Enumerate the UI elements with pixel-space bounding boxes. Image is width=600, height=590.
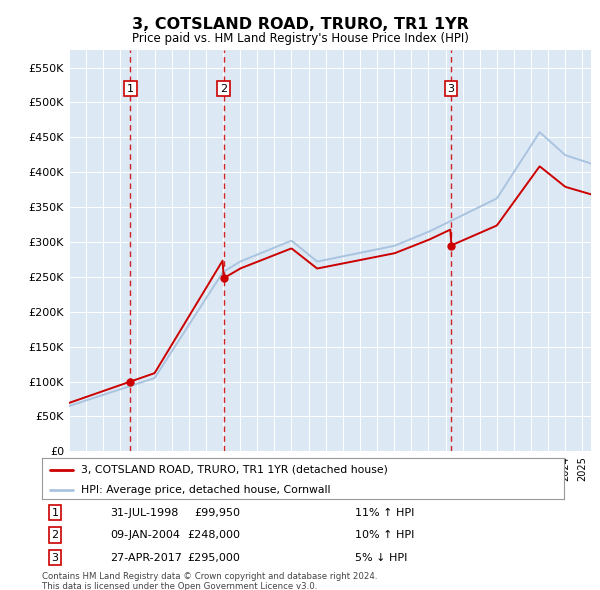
Text: £99,950: £99,950 [194,508,241,517]
Text: HPI: Average price, detached house, Cornwall: HPI: Average price, detached house, Corn… [81,485,331,495]
Text: Price paid vs. HM Land Registry's House Price Index (HPI): Price paid vs. HM Land Registry's House … [131,32,469,45]
Text: 27-APR-2017: 27-APR-2017 [110,553,182,562]
Text: 11% ↑ HPI: 11% ↑ HPI [355,508,415,517]
Text: 3: 3 [448,84,455,94]
Text: 3, COTSLAND ROAD, TRURO, TR1 1YR: 3, COTSLAND ROAD, TRURO, TR1 1YR [131,17,469,31]
Text: 1: 1 [52,508,59,517]
Text: 09-JAN-2004: 09-JAN-2004 [110,530,180,540]
Text: 2: 2 [52,530,59,540]
Text: 31-JUL-1998: 31-JUL-1998 [110,508,178,517]
Text: 10% ↑ HPI: 10% ↑ HPI [355,530,415,540]
Text: 1: 1 [127,84,134,94]
Text: £248,000: £248,000 [187,530,241,540]
Text: Contains HM Land Registry data © Crown copyright and database right 2024.
This d: Contains HM Land Registry data © Crown c… [42,572,377,590]
Text: 3: 3 [52,553,59,562]
Text: 3, COTSLAND ROAD, TRURO, TR1 1YR (detached house): 3, COTSLAND ROAD, TRURO, TR1 1YR (detach… [81,465,388,475]
Text: £295,000: £295,000 [187,553,241,562]
Text: 2: 2 [220,84,227,94]
Text: 5% ↓ HPI: 5% ↓ HPI [355,553,407,562]
